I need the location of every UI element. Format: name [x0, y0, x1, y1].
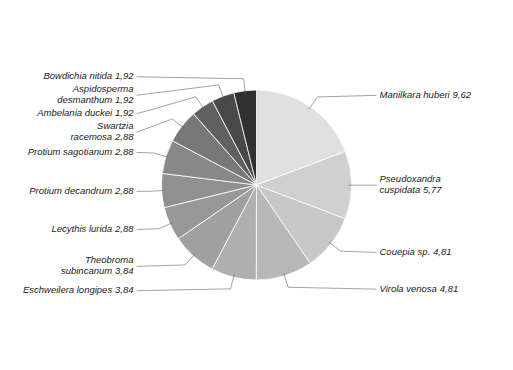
slice-label-line: Virola venosa	[380, 283, 437, 294]
slice-label: Theobromasubincanum3,84	[61, 254, 134, 276]
slices	[161, 90, 351, 280]
slice-label-line: Lecythis lurida	[51, 223, 112, 234]
slice-label-line: Aspidosperma	[72, 83, 134, 94]
leader-lines	[137, 77, 377, 291]
pie: Manilkara huberi9,62 Pseudoxandracuspidat…	[23, 70, 472, 295]
slice-label: Swartziaracemosa2,88	[70, 120, 134, 142]
leader-line	[137, 77, 246, 94]
slice-label: Virola venosa4,81	[380, 283, 459, 294]
leader-line	[137, 274, 235, 290]
slice-label: Eschweilera longipes3,84	[23, 284, 134, 295]
slice-label-line: subincanum	[61, 265, 112, 276]
slice-label: Bowdichia nitida1,92	[43, 70, 134, 81]
slice-label-line: Bowdichia nitida	[43, 70, 112, 81]
slice-label-line: Manilkara huberi	[380, 89, 451, 100]
leader-line	[137, 254, 196, 267]
value-label: 1,92	[115, 70, 134, 81]
slice-label-line: cuspidata	[380, 184, 421, 195]
slice-label-line: racemosa	[70, 131, 112, 142]
leader-line	[349, 185, 377, 186]
slice-label-line: Pseudoxandra	[380, 173, 441, 184]
leader-line	[137, 190, 165, 192]
slice-label: Manilkara huberi9,62	[380, 89, 472, 100]
leader-line	[137, 152, 169, 157]
leader-line	[137, 97, 205, 114]
slice-label: Couepia sp.4,81	[380, 246, 452, 257]
value-label: 4,81	[433, 246, 452, 257]
value-label: 1,92	[115, 107, 134, 118]
value-label: 2,88	[114, 146, 134, 157]
value-label: 2,88	[114, 223, 134, 234]
slice-label-line: Theobroma	[85, 254, 134, 265]
leader-line	[137, 223, 173, 230]
value-label: 5,77	[423, 184, 442, 195]
chart: Manilkara huberi9,62 Pseudoxandracuspidat…	[0, 0, 513, 370]
slice-label-line: Protium sagotianum	[28, 146, 113, 157]
slice-labels: Manilkara huberi9,62 Pseudoxandracuspidat…	[23, 70, 472, 295]
slice-label-line: Ambelania duckei	[36, 107, 113, 118]
slice-label-line: desmanthum	[57, 94, 112, 105]
leader-line	[137, 85, 224, 99]
slice-label: Pseudoxandracuspidata5,77	[380, 173, 443, 195]
slice-label-line: Couepia sp.	[380, 246, 431, 257]
slice-label-line: Swartzia	[97, 120, 133, 131]
value-label: 3,84	[115, 284, 134, 295]
value-label: 4,81	[440, 283, 459, 294]
slice-label: Protium decandrum2,88	[29, 185, 134, 196]
leader-line	[137, 119, 185, 132]
value-label: 9,62	[453, 89, 472, 100]
value-label: 3,84	[115, 265, 134, 276]
slice	[234, 90, 257, 185]
slice-label: Lecythis lurida2,88	[51, 223, 134, 234]
value-label: 2,88	[114, 185, 134, 196]
slice-label-line: Protium decandrum	[29, 185, 112, 196]
value-label: 1,92	[115, 94, 134, 105]
slice-label: Ambelania duckei1,92	[36, 107, 134, 118]
leader-line	[329, 242, 377, 252]
slice-label: Protium sagotianum2,88	[28, 146, 135, 157]
leader-line	[309, 95, 377, 109]
leader-line	[284, 273, 377, 289]
slice-label: Aspidospermadesmanthum1,92	[57, 83, 134, 105]
slice	[256, 185, 310, 280]
slice-label-line: Eschweilera longipes	[23, 284, 112, 295]
value-label: 2,88	[114, 131, 134, 142]
